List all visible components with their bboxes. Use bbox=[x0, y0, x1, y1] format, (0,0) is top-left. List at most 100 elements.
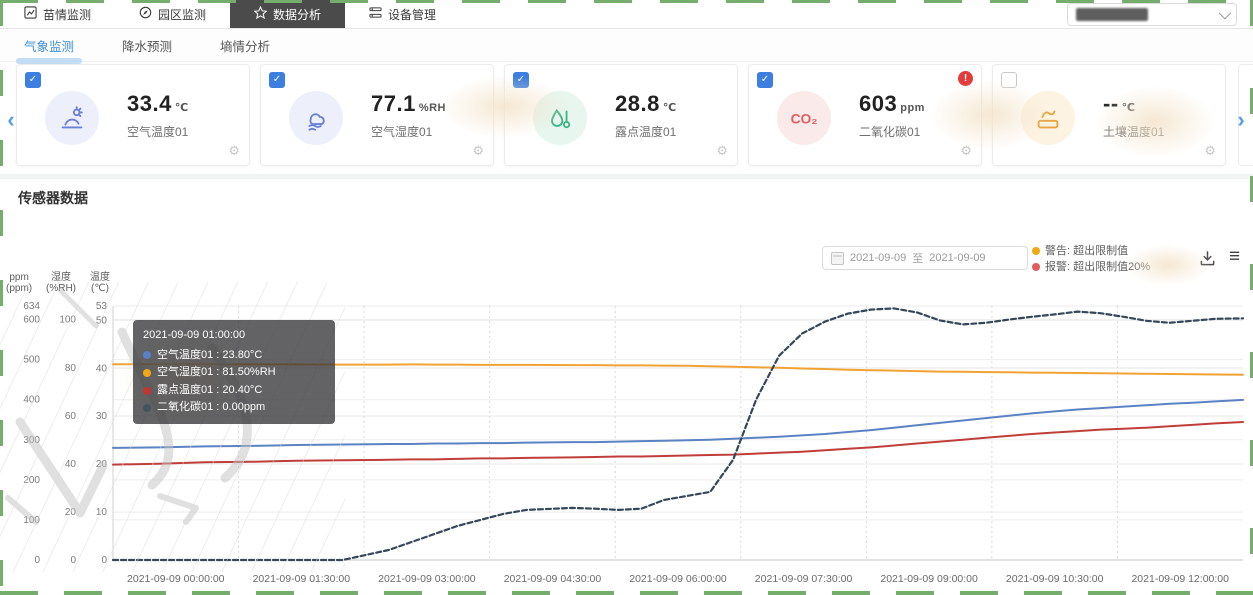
sensor-card-soil-temp[interactable]: -- ℃ 土壤温度01 ⚙ bbox=[992, 64, 1226, 166]
y-axis-ticks: 6346005004003002001000100806040200535040… bbox=[23, 301, 107, 566]
subtab-weather[interactable]: 气象监测 bbox=[15, 30, 83, 64]
gear-icon[interactable]: ⚙ bbox=[960, 143, 972, 158]
gear-icon[interactable]: ⚙ bbox=[1204, 143, 1216, 158]
download-icon[interactable] bbox=[1199, 250, 1216, 272]
dew-point-icon bbox=[533, 91, 587, 145]
tooltip-row: 露点温度01 : 20.40°C bbox=[143, 382, 325, 400]
legend-label: 警告: 超出限制值 bbox=[1045, 245, 1129, 257]
svg-text:60: 60 bbox=[65, 411, 77, 422]
date-range-picker[interactable]: 2021-09-09 至 2021-09-09 bbox=[822, 246, 1028, 270]
sensor-unit: ℃ bbox=[1121, 102, 1136, 114]
sensor-unit: %RH bbox=[418, 102, 446, 114]
svg-text:2021-09-09 01:30:00: 2021-09-09 01:30:00 bbox=[253, 573, 351, 585]
svg-text:2021-09-09 12:00:00: 2021-09-09 12:00:00 bbox=[1131, 573, 1229, 585]
svg-text:CO₂: CO₂ bbox=[791, 110, 818, 126]
sensor-card-air-humidity[interactable]: ✓ 77.1 %RH 空气湿度01 ⚙ bbox=[260, 64, 494, 166]
tooltip-text: 空气湿度01 : 81.50%RH bbox=[157, 366, 276, 379]
series-dot-icon bbox=[143, 351, 151, 360]
co2-icon: CO₂ bbox=[777, 91, 831, 145]
star-icon bbox=[253, 5, 268, 22]
chart-icon bbox=[24, 6, 37, 22]
data-list-icon[interactable]: ≡ bbox=[1229, 246, 1241, 267]
svg-text:80: 80 bbox=[65, 363, 77, 374]
series-露点温度01 bbox=[112, 421, 1244, 466]
sensor-value: -- ℃ bbox=[1103, 91, 1136, 116]
sensor-value: 33.4 ℃ bbox=[127, 91, 189, 116]
svg-text:2021-09-09 04:30:00: 2021-09-09 04:30:00 bbox=[504, 573, 602, 585]
humidity-icon bbox=[289, 91, 343, 145]
sensor-card-dew-point[interactable]: ✓ 28.8 ℃ 露点温度01 ⚙ bbox=[504, 64, 738, 166]
svg-text:0: 0 bbox=[70, 555, 76, 566]
svg-text:0: 0 bbox=[101, 555, 107, 566]
chart-tooltip: 2021-09-09 01:00:00 空气温度01 : 23.80°C 空气湿… bbox=[133, 320, 335, 424]
x-axis-labels: 2021-09-09 00:00:00 2021-09-09 01:30:00 20… bbox=[127, 573, 1229, 585]
card-checkbox[interactable] bbox=[1001, 72, 1017, 88]
gear-icon[interactable]: ⚙ bbox=[716, 143, 728, 158]
cards-scroll-left-button[interactable]: ‹ bbox=[7, 107, 15, 132]
card-checkbox[interactable]: ✓ bbox=[513, 72, 529, 88]
svg-text:600: 600 bbox=[23, 315, 40, 326]
selected-device-redacted bbox=[1076, 8, 1148, 21]
sensor-value: 603 ppm bbox=[859, 91, 925, 116]
date-end: 2021-09-09 bbox=[929, 252, 986, 264]
nav-tab-label: 园区监测 bbox=[158, 7, 207, 22]
svg-text:2021-09-09 06:00:00: 2021-09-09 06:00:00 bbox=[629, 573, 727, 585]
compass-icon bbox=[139, 6, 152, 22]
svg-text:0: 0 bbox=[34, 555, 40, 566]
sensor-label: 空气温度01 bbox=[127, 125, 189, 139]
chart-series bbox=[111, 307, 1245, 562]
series-空气湿度01 bbox=[112, 363, 1244, 376]
sensor-card-partial bbox=[1238, 64, 1253, 166]
nav-tab-seedling[interactable]: 苗情监测 bbox=[0, 0, 115, 28]
tooltip-timestamp: 2021-09-09 01:00:00 bbox=[143, 329, 246, 341]
svg-text:2021-09-09 10:30:00: 2021-09-09 10:30:00 bbox=[1006, 573, 1104, 585]
nav-tab-label: 数据分析 bbox=[273, 7, 322, 22]
sensor-line-chart[interactable]: 6346005004003002001000100806040200535040… bbox=[0, 270, 1253, 595]
sensor-label: 空气湿度01 bbox=[371, 125, 433, 139]
tooltip-text: 露点温度01 : 20.40°C bbox=[157, 383, 263, 396]
sensor-card-air-temp[interactable]: ✓ 33.4 ℃ 空气温度01 ⚙ bbox=[16, 64, 250, 166]
tooltip-row: 空气湿度01 : 81.50%RH bbox=[143, 364, 325, 382]
cards-scroll-right-button[interactable]: › bbox=[1237, 107, 1245, 132]
gear-icon[interactable]: ⚙ bbox=[228, 143, 240, 158]
nav-tab-analysis[interactable]: 数据分析 bbox=[230, 0, 346, 28]
sensor-card-co2[interactable]: ✓ ! CO₂ 603 ppm 二氧化碳01 ⚙ bbox=[748, 64, 982, 166]
date-start: 2021-09-09 bbox=[850, 252, 907, 264]
series-空气温度01 bbox=[112, 398, 1244, 449]
sensor-cards: ✓ 33.4 ℃ 空气温度01 ⚙ ✓ 77.1 %RH 空气湿度01 ⚙ ✓ 28… bbox=[16, 64, 1226, 166]
legend-alarm: 报警: 超出限制值20% bbox=[1032, 259, 1150, 275]
svg-text:200: 200 bbox=[23, 475, 40, 486]
tooltip-text: 空气温度01 : 23.80°C bbox=[157, 348, 263, 361]
svg-text:2021-09-09 00:00:00: 2021-09-09 00:00:00 bbox=[127, 573, 225, 585]
svg-text:500: 500 bbox=[23, 355, 40, 366]
nav-tab-devices[interactable]: 设备管理 bbox=[345, 0, 460, 28]
soil-icon bbox=[1021, 91, 1075, 145]
sensor-value: 77.1 %RH bbox=[371, 91, 446, 116]
card-checkbox[interactable]: ✓ bbox=[757, 72, 773, 88]
chevron-down-icon bbox=[1218, 6, 1232, 20]
date-separator: 至 bbox=[912, 253, 924, 265]
nav-tab-park[interactable]: 园区监测 bbox=[115, 0, 230, 28]
series-dot-icon bbox=[143, 368, 151, 377]
svg-text:2021-09-09 03:00:00: 2021-09-09 03:00:00 bbox=[378, 573, 476, 585]
svg-text:400: 400 bbox=[23, 395, 40, 406]
card-checkbox[interactable]: ✓ bbox=[269, 72, 285, 88]
nav-tab-label: 苗情监测 bbox=[43, 7, 92, 22]
sensor-label: 土壤温度01 bbox=[1103, 125, 1165, 139]
warning-dot-icon bbox=[1032, 247, 1040, 255]
subtab-precipitation[interactable]: 降水预测 bbox=[122, 39, 173, 54]
svg-text:2021-09-09 07:30:00: 2021-09-09 07:30:00 bbox=[755, 573, 853, 585]
svg-text:10: 10 bbox=[96, 507, 108, 518]
card-checkbox[interactable]: ✓ bbox=[25, 72, 41, 88]
gear-icon[interactable]: ⚙ bbox=[472, 143, 484, 158]
page-title: 传感器数据 bbox=[18, 190, 88, 206]
subtab-soil-moisture[interactable]: 墒情分析 bbox=[220, 39, 271, 54]
device-select-dropdown[interactable] bbox=[1067, 3, 1237, 26]
sun-temp-icon bbox=[45, 91, 99, 145]
sensor-unit: ℃ bbox=[662, 102, 677, 114]
legend-warning: 警告: 超出限制值 bbox=[1032, 243, 1150, 259]
sensor-unit: ℃ bbox=[174, 102, 189, 114]
svg-text:634: 634 bbox=[23, 301, 40, 312]
sensor-label: 二氧化碳01 bbox=[859, 125, 921, 139]
